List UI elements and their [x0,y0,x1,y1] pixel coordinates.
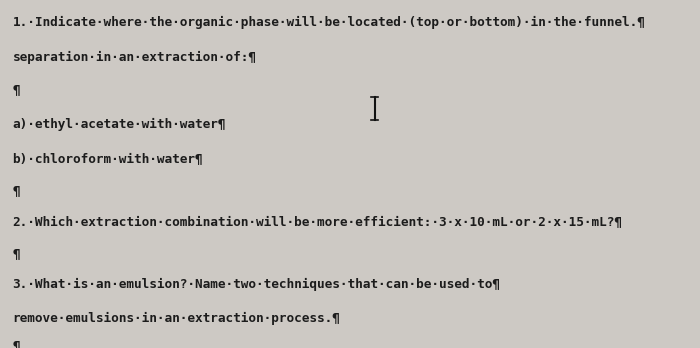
Text: a)·ethyl·acetate·with·water¶: a)·ethyl·acetate·with·water¶ [13,118,226,132]
Text: 1.·Indicate·where·the·organic·phase·will·be·located·(top·or·bottom)·in·the·funne: 1.·Indicate·where·the·organic·phase·will… [13,16,645,29]
Text: 3.·What·is·an·emulsion?·Name·two·techniques·that·can·be·used·to¶: 3.·What·is·an·emulsion?·Name·two·techniq… [13,278,500,292]
Text: ¶: ¶ [13,339,20,348]
Text: ¶: ¶ [13,184,20,197]
Text: remove·emulsions·in·an·extraction·process.¶: remove·emulsions·in·an·extraction·proces… [13,311,340,325]
Text: 2.·Which·extraction·combination·will·be·more·efficient:·3·x·10·mL·or·2·x·15·mL?¶: 2.·Which·extraction·combination·will·be·… [13,216,622,229]
Text: separation·in·an·extraction·of:¶: separation·in·an·extraction·of:¶ [13,50,257,64]
Text: ¶: ¶ [13,247,20,260]
Text: b)·chloroform·with·water¶: b)·chloroform·with·water¶ [13,153,203,166]
Text: ¶: ¶ [13,84,20,96]
